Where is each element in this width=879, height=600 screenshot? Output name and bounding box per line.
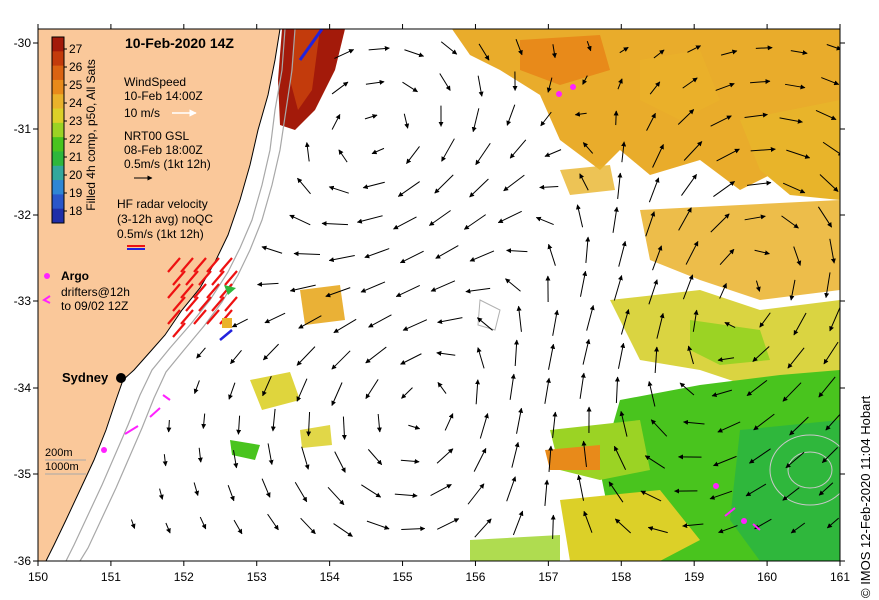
colorbar: 27 26 25 24 23 22 21 20 19 18: [51, 36, 83, 224]
x-tick-label: 150: [28, 570, 48, 584]
current-vectors: [130, 38, 840, 539]
x-tick-label: 161: [830, 570, 850, 584]
legend-argo-label: Argo: [61, 269, 89, 283]
drifters: [124, 394, 761, 531]
legend-wind-title: WindSpeed: [124, 75, 186, 89]
y-tick-label: -30: [14, 36, 32, 50]
x-tick-label: 159: [684, 570, 704, 584]
legend-bathy-1000: 1000m: [45, 461, 79, 473]
x-tick-label: 154: [320, 570, 340, 584]
colorbar-tick: 23: [69, 114, 83, 128]
x-tick-label: 156: [465, 570, 485, 584]
eddy-contour: [769, 434, 840, 506]
legend-bathy-200: 200m: [45, 447, 73, 459]
credit-text: © IMOS 12-Feb-2020 11:04 Hobart: [858, 395, 873, 598]
colorbar-tick: 21: [69, 150, 83, 164]
legend-drifters-1: drifters@12h: [61, 285, 130, 299]
legend-nrt-title: NRT00 GSL: [124, 129, 189, 143]
eddy-contour-small: [477, 299, 501, 331]
legend-drifters-2: to 09/02 12Z: [61, 299, 128, 313]
map-title: 10-Feb-2020 14Z: [125, 35, 234, 51]
colorbar-tick: 26: [69, 60, 83, 74]
colorbar-tick: 20: [69, 168, 83, 182]
x-axis: 150 151 152 153 154 155 156 157 158 159 160 161: [28, 24, 850, 584]
x-tick-label: 151: [101, 570, 121, 584]
colorbar-tick: 24: [69, 96, 83, 110]
colorbar-tick: 27: [69, 42, 83, 56]
colorbar-label: Filled 4h comp, p50, All Sats: [84, 59, 98, 210]
legend-hf-sub: (3-12h avg) noQC: [117, 212, 213, 226]
nrt-blue-segment: [298, 29, 324, 61]
y-axis: -30 -31 -32 -33 -34 -35 -36: [14, 36, 845, 568]
y-tick-label: -36: [14, 554, 32, 568]
x-tick-label: 153: [247, 570, 267, 584]
colorbar-tick: 19: [69, 186, 83, 200]
y-tick-label: -32: [14, 208, 32, 222]
legend-nrt-time: 08-Feb 18:00Z: [124, 143, 203, 157]
argo-floats: [101, 84, 747, 524]
x-tick-label: 160: [757, 570, 777, 584]
legend-hf-scale: 0.5m/s (1kt 12h): [117, 227, 204, 241]
plot-frame: [37, 28, 841, 562]
y-tick-label: -31: [14, 122, 32, 136]
legend-hf-title: HF radar velocity: [117, 197, 208, 211]
eddy-contour-inner: [787, 451, 833, 489]
y-tick-label: -33: [14, 294, 32, 308]
legend-wind-time: 10-Feb 14:00Z: [124, 89, 203, 103]
y-tick-label: -34: [14, 381, 32, 395]
x-tick-label: 152: [174, 570, 194, 584]
x-tick-label: 155: [393, 570, 413, 584]
australia-land: [38, 29, 281, 561]
colorbar-tick: 25: [69, 78, 83, 92]
colorbar-tick: 22: [69, 132, 83, 146]
colorbar-tick: 18: [69, 204, 83, 218]
legend-nrt-scale: 0.5m/s (1kt 12h): [124, 157, 211, 171]
bathy-200m: [65, 29, 286, 561]
legend-argo-symbol: [44, 273, 50, 279]
x-tick-label: 157: [538, 570, 558, 584]
y-tick-label: -35: [14, 467, 32, 481]
hf-radar-vectors: [167, 257, 238, 341]
bathy-1000m: [79, 29, 296, 561]
place-label-sydney: Sydney: [62, 370, 109, 385]
sydney-marker: [116, 373, 126, 383]
legend-wind-scale: 10 m/s: [124, 106, 160, 120]
x-tick-label: 158: [611, 570, 631, 584]
legend-drifter-symbol: [42, 295, 51, 304]
